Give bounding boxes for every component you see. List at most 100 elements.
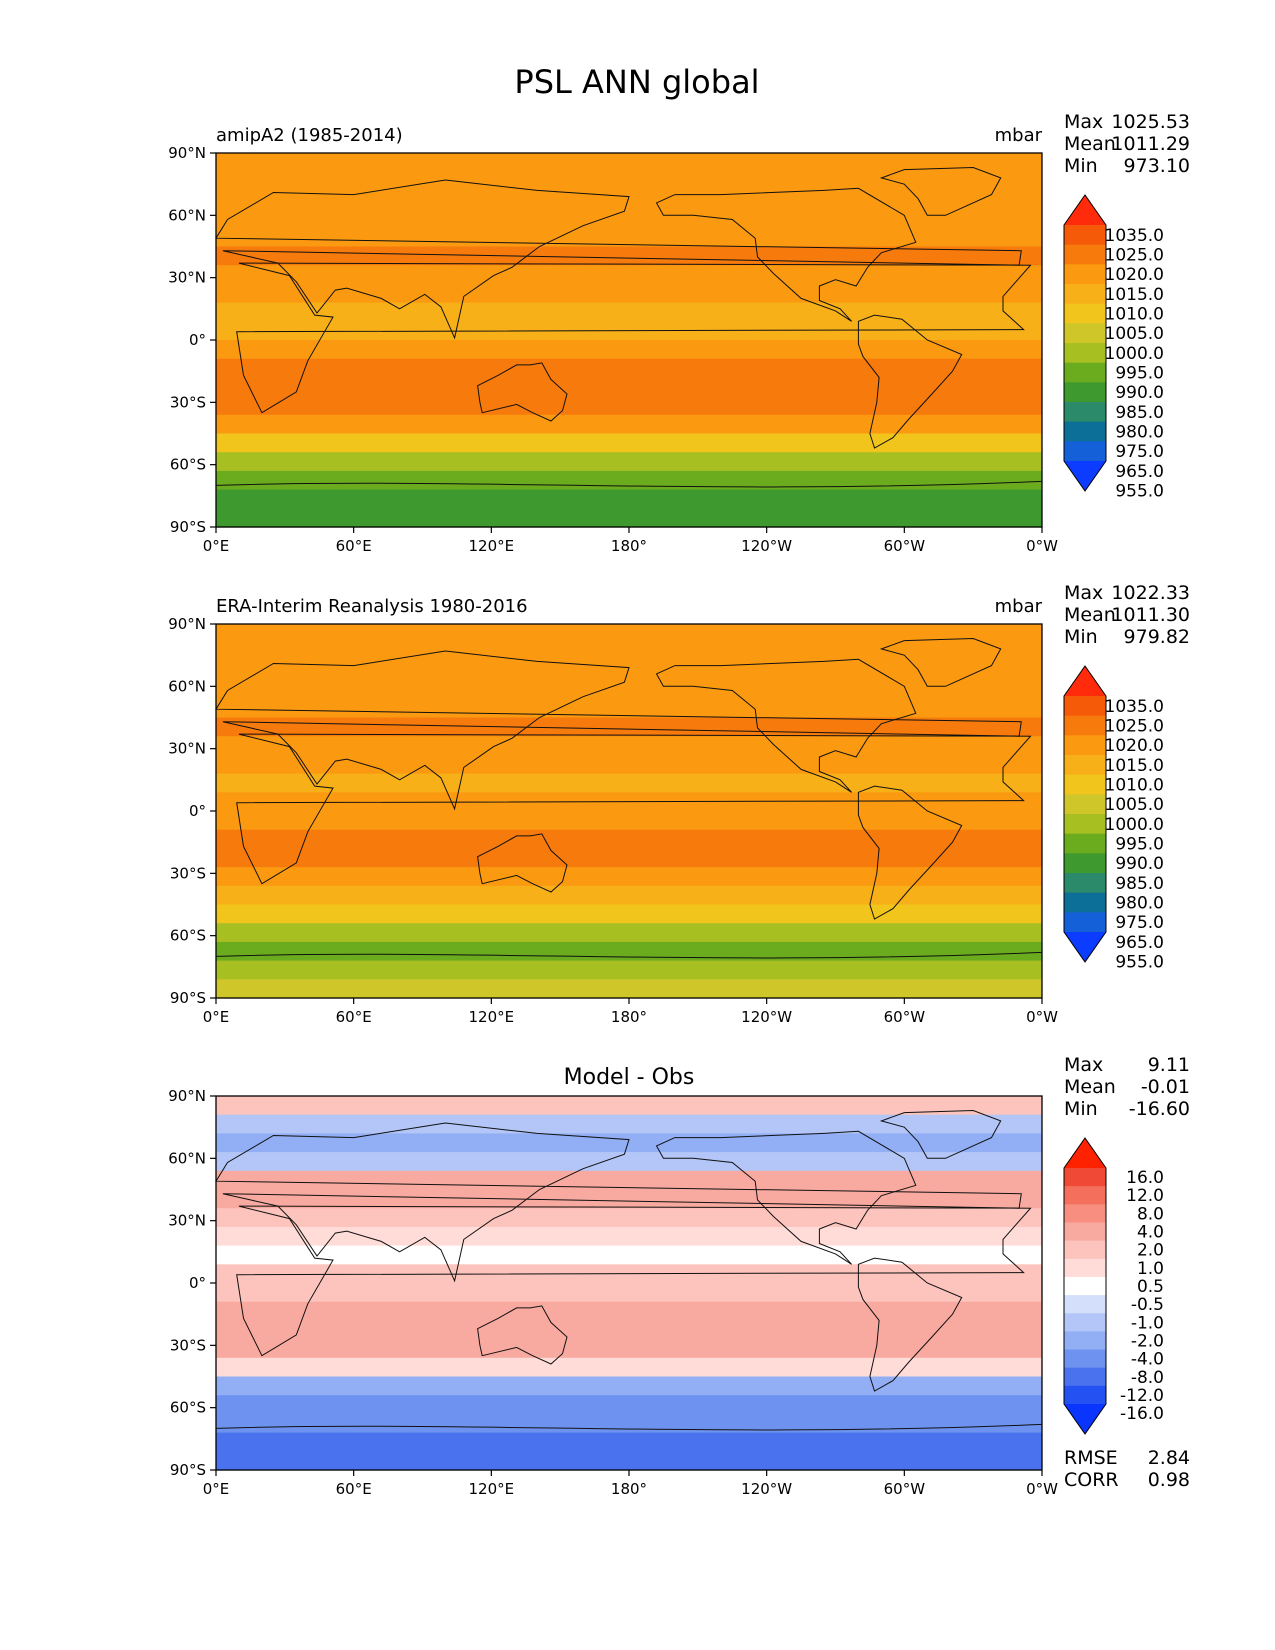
colorbar-bin	[1064, 1240, 1106, 1260]
x-tick-label: 0°E	[203, 1480, 230, 1498]
latitude-band	[216, 680, 1042, 700]
y-tick-label: 30°N	[168, 1212, 206, 1230]
coastline	[477, 833, 568, 893]
latitude-band	[216, 698, 1042, 719]
latitude-band	[216, 153, 1042, 173]
colorbar-bin	[1064, 1222, 1106, 1242]
colorbar-label: 1015.0	[1105, 756, 1164, 776]
colorbar-label: -16.0	[1120, 1404, 1164, 1424]
colorbar-label: 1020.0	[1105, 265, 1164, 285]
colorbar-extend-top	[1064, 666, 1106, 696]
latitude-band	[216, 1114, 1042, 1134]
latitude-band	[216, 867, 1042, 887]
colorbar-label: 4.0	[1137, 1223, 1164, 1243]
x-tick-label: 0°W	[1026, 537, 1058, 555]
y-tick-label: 60°N	[168, 1149, 206, 1167]
stat-value: 1022.33	[1111, 582, 1190, 604]
latitude-band	[216, 1096, 1042, 1116]
y-tick-label: 60°S	[170, 1399, 206, 1417]
latitude-band	[216, 1189, 1042, 1209]
y-tick-label: 30°N	[168, 269, 206, 287]
figure-title: PSL ANN global	[514, 63, 759, 101]
y-tick-label: 90°S	[170, 1461, 206, 1479]
coastline	[477, 362, 568, 422]
coastline	[215, 650, 1022, 811]
colorbar-extend-top	[1064, 195, 1106, 225]
latitude-band	[216, 1395, 1042, 1415]
colorbar-bin	[1064, 1276, 1106, 1296]
colorbar-label: 1010.0	[1105, 776, 1164, 796]
y-tick-label: 0°	[189, 331, 206, 349]
panel-center-title: Model - Obs	[564, 1065, 695, 1090]
colorbar-label: -8.0	[1131, 1368, 1164, 1388]
colorbar-label: 990.0	[1115, 854, 1164, 874]
colorbar-label: 1005.0	[1105, 795, 1164, 815]
colorbar-label: -4.0	[1131, 1350, 1164, 1370]
colorbar-label: 0.5	[1137, 1277, 1164, 1297]
colorbar-outline	[1063, 1137, 1107, 1435]
latitude-band	[216, 829, 1042, 849]
colorbar-label: -1.0	[1131, 1313, 1164, 1333]
x-tick-label: 60°W	[884, 1480, 926, 1498]
y-tick-label: 90°N	[168, 615, 206, 633]
latitude-band	[216, 171, 1042, 191]
stat-label: Min	[1064, 1098, 1098, 1120]
latitude-band	[216, 1320, 1042, 1340]
x-tick-label: 180°	[611, 1480, 647, 1498]
latitude-band	[216, 717, 1042, 737]
latitude-band	[216, 1301, 1042, 1321]
colorbar-label: 975.0	[1115, 913, 1164, 933]
coastline	[215, 179, 1022, 340]
latitude-band	[216, 1208, 1042, 1228]
colorbar-label: 16.0	[1126, 1168, 1164, 1188]
panel-stats: Max 9.11 Mean -0.01 Min -16.60	[1064, 1054, 1190, 1120]
x-tick-label: 0°E	[203, 1008, 230, 1026]
x-tick-label: 0°E	[203, 537, 230, 555]
colorbar-label: 1.0	[1137, 1259, 1164, 1279]
map-panel-2: ERA-Interim Reanalysis 1980-2016 mbar 90°N…	[168, 582, 1190, 1026]
x-tick-label: 120°E	[469, 1480, 515, 1498]
coastline	[879, 166, 1002, 216]
coastline	[236, 262, 1032, 414]
colorbar-label: 1010.0	[1105, 305, 1164, 325]
colorbar-bin	[1064, 774, 1106, 795]
map-field	[216, 153, 1042, 528]
latitude-band	[216, 508, 1042, 528]
stat-label: Mean	[1064, 133, 1116, 155]
colorbar-bin	[1064, 1204, 1106, 1223]
stat-label: Max	[1064, 111, 1103, 133]
latitude-band	[216, 941, 1042, 962]
colorbar-label: 1025.0	[1105, 246, 1164, 266]
latitude-band	[216, 624, 1042, 644]
x-tick-label: 120°W	[741, 1008, 792, 1026]
latitude-band	[216, 302, 1042, 322]
colorbar-bin	[1064, 343, 1106, 364]
colorbar-bin	[1064, 755, 1106, 776]
colorbar: 1035.01025.01020.01015.01010.01005.01000…	[1063, 194, 1164, 502]
extra-stat-value: 0.98	[1148, 1469, 1190, 1491]
colorbar-label: 1035.0	[1105, 697, 1164, 717]
colorbar-label: 980.0	[1115, 423, 1164, 443]
y-tick-label: 30°S	[170, 393, 206, 411]
panel-units: mbar	[995, 125, 1043, 146]
coastline	[879, 637, 1002, 687]
panel-left-title: ERA-Interim Reanalysis 1980-2016	[216, 596, 528, 617]
latitude-band	[216, 227, 1042, 248]
colorbar: 1035.01025.01020.01015.01010.01005.01000…	[1063, 665, 1164, 973]
colorbar-label: 985.0	[1115, 403, 1164, 423]
colorbar-bin	[1064, 794, 1106, 815]
y-tick-label: 60°N	[168, 206, 206, 224]
panel-units: mbar	[995, 596, 1043, 617]
latitude-band	[216, 811, 1042, 831]
stat-value: 1011.29	[1111, 133, 1190, 155]
coastline	[655, 1130, 917, 1265]
x-tick-label: 0°W	[1026, 1480, 1058, 1498]
latitude-band	[216, 1376, 1042, 1396]
x-tick-label: 120°W	[741, 1480, 792, 1498]
latitude-band	[216, 1357, 1042, 1378]
latitude-band	[216, 1339, 1042, 1359]
colorbar-bin	[1064, 912, 1106, 933]
colorbar-bin	[1064, 1349, 1106, 1369]
x-tick-label: 60°E	[336, 537, 372, 555]
